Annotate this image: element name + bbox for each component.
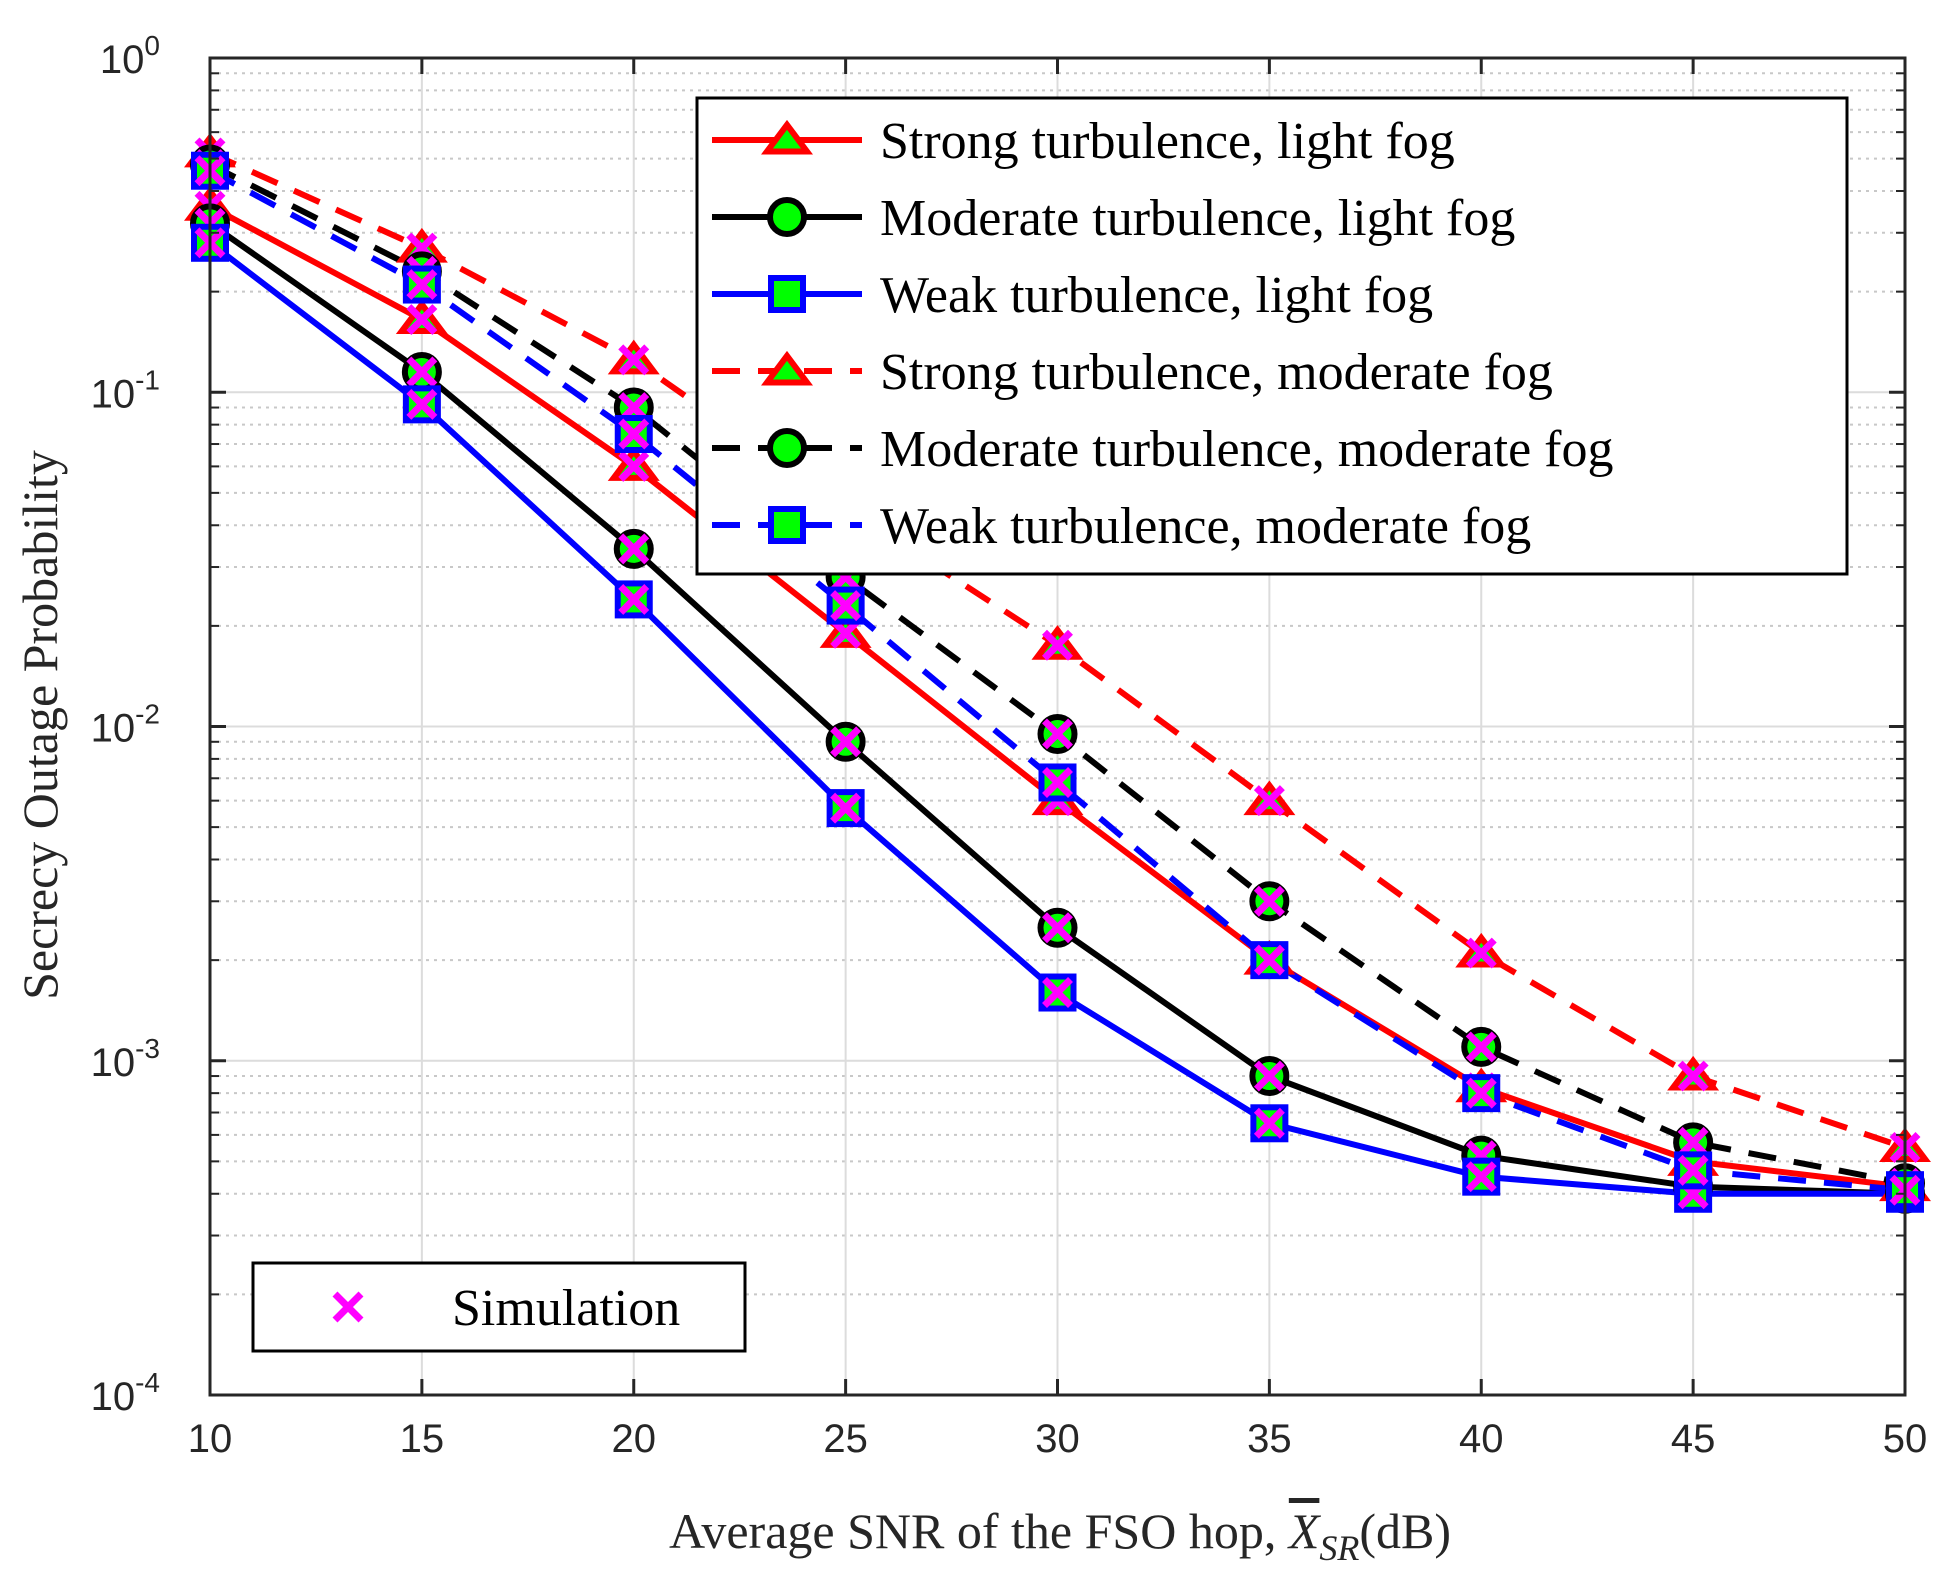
- simulation-marker: [1677, 1154, 1709, 1186]
- x-axis-title: Average SNR of the FSO hop, XSR(dB): [669, 1503, 1451, 1568]
- simulation-marker: [406, 304, 438, 336]
- simulation-legend-label: Simulation: [452, 1280, 680, 1337]
- x-axis-title-text: Average SNR of the FSO hop,: [669, 1503, 1289, 1559]
- legend-label-2: Moderate turbulence, light fog: [880, 190, 1515, 247]
- simulation-marker: [406, 388, 438, 420]
- y-tick-label: 10-4: [91, 1367, 160, 1419]
- simulation-marker: [830, 726, 862, 758]
- simulation-marker: [406, 356, 438, 388]
- legend-label-4: Strong turbulence, moderate fog: [880, 344, 1553, 401]
- x-tick-label: 30: [1035, 1417, 1080, 1461]
- ticks-layer: [208, 56, 1907, 1397]
- x-tick-label: 25: [823, 1417, 868, 1461]
- simulation-marker: [1677, 1060, 1709, 1092]
- simulation-legend-marker: [332, 1291, 364, 1323]
- legend-marker-4: [761, 350, 813, 386]
- legend-marker-5: [767, 428, 807, 468]
- simulation-marker: [1042, 912, 1073, 944]
- x-axis-title-symbol: X: [1287, 1503, 1322, 1559]
- legend-label-1: Strong turbulence, light fog: [880, 113, 1455, 170]
- legend-label-6: Weak turbulence, moderate fog: [880, 498, 1531, 555]
- legend: Strong turbulence, light fog Moderate tur…: [695, 96, 1849, 576]
- simulation-marker: [1253, 885, 1285, 917]
- y-tick-label: 10-2: [91, 699, 160, 751]
- legend-marker-3: [768, 275, 806, 313]
- x-tick-labels: 10 15 20 25 30 35 40 45 50: [188, 1417, 1928, 1461]
- simulation-marker: [1253, 944, 1285, 976]
- y-tick-label: 10-1: [91, 364, 160, 416]
- simulation-marker: [1042, 629, 1073, 661]
- x-tick-label: 20: [612, 1417, 657, 1461]
- simulation-marker: [1042, 718, 1073, 750]
- x-axis-title-subscript: SR: [1319, 1528, 1359, 1568]
- legend-label-3: Weak turbulence, light fog: [880, 267, 1433, 324]
- simulation-marker: [1465, 1161, 1497, 1193]
- simulation-marker: [1253, 1107, 1285, 1139]
- simulation-marker: [1465, 1031, 1497, 1063]
- y-tick-label: 10-3: [91, 1033, 160, 1085]
- simulation-marker: [618, 533, 650, 565]
- simulation-marker: [618, 418, 650, 450]
- y-tick-label: 100: [100, 30, 160, 82]
- x-tick-label: 10: [188, 1417, 233, 1461]
- simulation-marker: [1042, 767, 1073, 798]
- simulation-marker: [830, 590, 862, 622]
- x-tick-label: 35: [1247, 1417, 1292, 1461]
- x-tick-label: 45: [1671, 1417, 1716, 1461]
- simulation-marker: [618, 450, 650, 482]
- y-axis-title: Secrecy Outage Probability: [12, 450, 68, 1000]
- simulation-marker: [1253, 1060, 1285, 1092]
- simulation-marker: [1253, 785, 1285, 817]
- x-axis-title-unit: (dB): [1359, 1503, 1451, 1559]
- simulation-legend: Simulation: [251, 1261, 747, 1353]
- simulation-marker: [618, 344, 650, 376]
- legend-marker-1: [761, 119, 813, 155]
- simulation-marker: [1465, 937, 1497, 969]
- simulation-marker: [830, 617, 862, 649]
- x-tick-label: 15: [400, 1417, 445, 1461]
- y-tick-labels: 10-4 10-3 10-2 10-1 100: [91, 30, 160, 1419]
- series-line-6: [208, 168, 1906, 1194]
- legend-label-5: Moderate turbulence, moderate fog: [880, 421, 1613, 478]
- simulation-marker: [618, 583, 650, 615]
- legend-marker-2: [767, 197, 807, 237]
- simulation-marker: [1677, 1126, 1709, 1158]
- x-tick-label: 40: [1459, 1417, 1504, 1461]
- simulation-marker: [1042, 977, 1073, 1008]
- simulation-marker: [406, 269, 438, 301]
- x-tick-label: 50: [1883, 1417, 1928, 1461]
- simulation-marker: [1465, 1077, 1497, 1109]
- legend-box: [695, 96, 1849, 576]
- simulation-marker: [830, 792, 862, 824]
- simulation-legend-box: [251, 1261, 747, 1353]
- legend-marker-6: [768, 506, 806, 544]
